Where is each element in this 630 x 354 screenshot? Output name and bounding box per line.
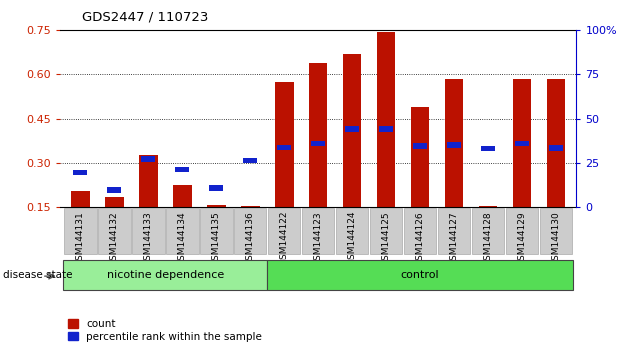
Legend: count, percentile rank within the sample: count, percentile rank within the sample [68,319,262,342]
Bar [209,185,223,190]
FancyBboxPatch shape [302,208,335,254]
Text: GSM144129: GSM144129 [518,211,527,266]
Bar [411,107,430,207]
Bar [547,79,565,207]
Text: GSM144128: GSM144128 [484,211,493,266]
Text: GSM144133: GSM144133 [144,211,152,266]
Bar [379,126,393,132]
FancyBboxPatch shape [234,208,266,254]
FancyBboxPatch shape [200,208,232,254]
Text: nicotine dependence: nicotine dependence [106,269,224,280]
FancyBboxPatch shape [506,208,539,254]
Bar [513,79,532,207]
Bar [277,145,291,150]
FancyBboxPatch shape [132,208,164,254]
FancyBboxPatch shape [64,208,96,254]
Bar [311,141,325,146]
Bar [479,206,498,207]
Text: control: control [401,269,439,280]
Text: GSM144135: GSM144135 [212,211,220,266]
Text: GSM144127: GSM144127 [450,211,459,266]
Text: GSM144136: GSM144136 [246,211,255,266]
Bar [107,187,121,193]
Bar [343,54,362,207]
Text: GSM144122: GSM144122 [280,211,289,266]
Bar [413,143,427,149]
Bar [481,146,495,152]
Bar [105,198,123,207]
Bar [207,205,226,207]
FancyBboxPatch shape [540,208,573,254]
FancyBboxPatch shape [166,208,198,254]
FancyBboxPatch shape [336,208,369,254]
Text: GSM144131: GSM144131 [76,211,85,266]
Text: GSM144125: GSM144125 [382,211,391,266]
Bar [515,141,529,146]
Bar [275,82,294,207]
FancyBboxPatch shape [472,208,505,254]
Bar [445,79,464,207]
Text: GSM144132: GSM144132 [110,211,118,266]
Bar [71,191,89,207]
Bar [243,158,257,164]
FancyBboxPatch shape [267,260,573,290]
Bar [173,185,192,207]
FancyBboxPatch shape [370,208,403,254]
Text: GSM144123: GSM144123 [314,211,323,266]
Text: GSM144124: GSM144124 [348,211,357,266]
Text: GSM144130: GSM144130 [551,211,561,266]
Text: disease state: disease state [3,270,72,280]
Bar [139,155,158,207]
Bar [73,170,87,175]
Text: GSM144126: GSM144126 [416,211,425,266]
Text: GSM144134: GSM144134 [178,211,186,266]
Bar [309,63,328,207]
Bar [175,167,189,172]
FancyBboxPatch shape [268,208,301,254]
Bar [141,156,155,162]
FancyBboxPatch shape [404,208,437,254]
Bar [447,142,461,148]
FancyBboxPatch shape [438,208,471,254]
Bar [549,145,563,151]
Bar [345,126,359,132]
FancyBboxPatch shape [63,260,267,290]
Text: GDS2447 / 110723: GDS2447 / 110723 [82,11,209,24]
Bar [377,33,396,207]
FancyBboxPatch shape [98,208,130,254]
Bar [241,206,260,207]
